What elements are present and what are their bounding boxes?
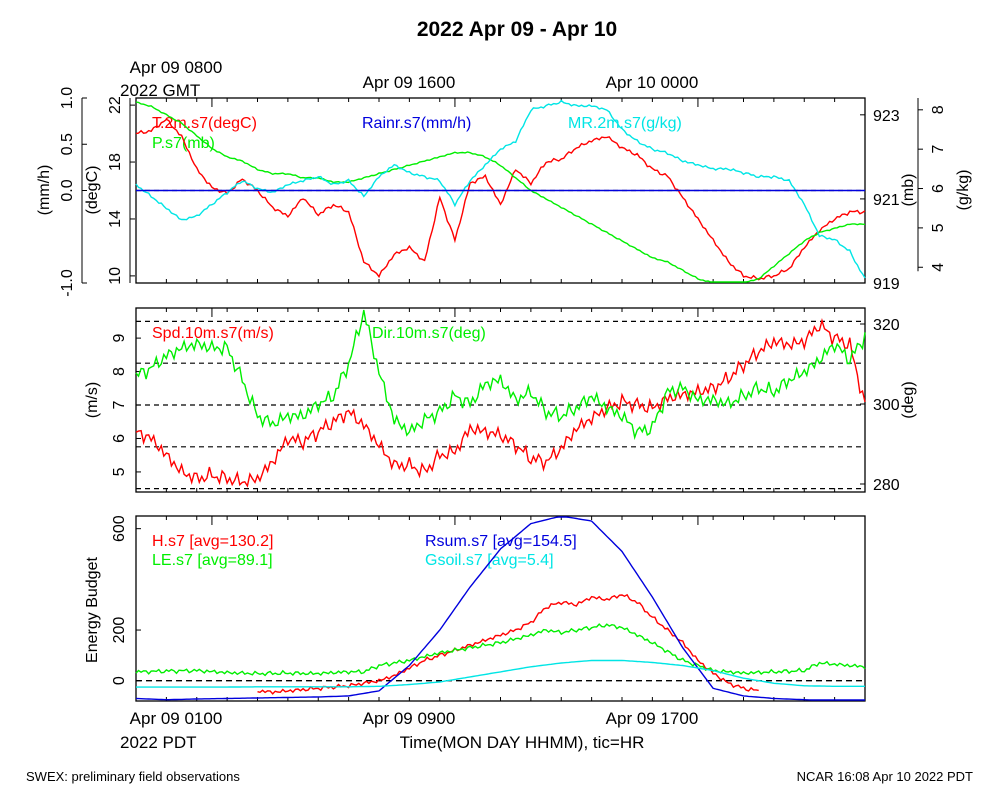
wind-speed-line <box>135 318 866 488</box>
legend-latent-heat-avg: [avg=89.1] <box>197 552 272 569</box>
chart-title: 2022 Apr 09 - Apr 10 <box>417 18 617 41</box>
tick-label-rain: 1.0 <box>59 87 76 109</box>
legend-pressure: P.s7(mb) <box>152 135 215 152</box>
axis-label-mixing-ratio: (g/kg) <box>955 170 972 211</box>
tick-label-spd: 5 <box>111 467 128 476</box>
top-axis-sublabel: 2022 GMT <box>120 81 200 100</box>
x-axis-title: Time(MON DAY HHMM), tic=HR <box>400 733 645 752</box>
bottom-axis-sublabel: 2022 PDT <box>120 733 197 752</box>
tick-label-temp: 10 <box>107 267 124 285</box>
axis-label-pres: (mb) <box>900 174 917 207</box>
tick-label-dir: 280 <box>873 477 900 494</box>
legend-rain-rate: Rainr.s7(mm/h) <box>362 115 471 132</box>
tick-label-dir: 300 <box>873 397 900 414</box>
tick-label-spd: 6 <box>111 434 128 443</box>
legend-soil-heat: Gsoil.s7 [avg=5.4] <box>425 552 554 569</box>
legend-sensible-heat-avg: [avg=130.2] <box>189 533 273 550</box>
tick-label-temp: 22 <box>107 96 124 114</box>
tick-label-rain: 0.0 <box>59 179 76 201</box>
tick-label-spd: 8 <box>111 367 128 376</box>
top-axis-label-2: Apr 10 0000 <box>606 73 699 92</box>
tick-label-mr: 6 <box>930 184 947 193</box>
legend-mixing-ratio: MR.2m.s7(g/kg) <box>568 115 682 132</box>
pressure-line <box>135 101 866 283</box>
bottom-axis-label-2: Apr 09 1700 <box>606 709 699 728</box>
tick-label-rain: 0.5 <box>59 133 76 155</box>
axis-label-energy: Energy Budget <box>84 557 101 663</box>
legend-temperature: T.2m.s7(degC) <box>152 115 257 132</box>
legend-latent-heat: LE.s7 [avg=89.1] <box>152 552 273 569</box>
tick-label-mr: 5 <box>930 223 947 232</box>
legend-net-radiation-avg: [avg=154.5] <box>493 533 577 550</box>
net-radiation-line <box>135 516 865 701</box>
legend-soil-heat-name: Gsoil.s7 <box>425 552 483 569</box>
legend-net-radiation: Rsum.s7 [avg=154.5] <box>425 533 577 550</box>
top-axis-label-0: Apr 09 0800 <box>130 58 223 77</box>
legend-sensible-heat-name: H.s7 <box>152 533 185 550</box>
wind-direction-line <box>135 309 866 441</box>
tick-label-energy: 600 <box>111 515 128 542</box>
tick-label-temp: 14 <box>107 210 124 228</box>
legend-wind-speed: Spd.10m.s7(m/s) <box>152 325 274 342</box>
tick-label-energy: 0 <box>111 676 128 685</box>
axis-label-direction: (deg) <box>900 381 917 418</box>
mixing-ratio-line <box>135 99 866 279</box>
legend-net-radiation-name: Rsum.s7 <box>425 533 488 550</box>
tick-label-pres: 923 <box>873 108 900 125</box>
tick-label-pres: 921 <box>873 192 900 209</box>
tick-label-mr: 8 <box>930 105 947 114</box>
sensible-heat-line <box>257 593 759 695</box>
axis-label-rain: (mm/h) <box>36 165 53 216</box>
tick-label-spd: 7 <box>111 400 128 409</box>
tick-label-energy: 200 <box>111 617 128 644</box>
tick-label-mr: 7 <box>930 145 947 154</box>
tick-label-rain: -1.0 <box>59 269 76 297</box>
legend-wind-direction: Dir.10m.s7(deg) <box>372 325 486 342</box>
legend-sensible-heat: H.s7 [avg=130.2] <box>152 533 273 550</box>
tick-label-mr: 4 <box>930 263 947 272</box>
legend-latent-heat-name: LE.s7 <box>152 552 193 569</box>
axis-label-speed: (m/s) <box>84 382 101 418</box>
axis-label-temp: (degC) <box>84 166 101 215</box>
footer-right: NCAR 16:08 Apr 10 2022 PDT <box>797 769 973 784</box>
footer-left: SWEX: preliminary field observations <box>26 769 240 784</box>
temperature-line <box>135 118 866 281</box>
tick-label-dir: 320 <box>873 317 900 334</box>
chart-marks: -1.0 0.0 0.5 1.0 10 14 18 22 919 921 923 4 5 6 7 8 5 6 7 8 9… <box>59 87 947 701</box>
tick-label-temp: 18 <box>107 153 124 171</box>
top-axis-label-1: Apr 09 1600 <box>363 73 456 92</box>
latent-heat-line <box>135 623 866 677</box>
soil-heat-line <box>136 659 865 688</box>
legend-soil-heat-avg: [avg=5.4] <box>487 552 553 569</box>
bottom-axis-label-1: Apr 09 0900 <box>363 709 456 728</box>
tick-label-pres: 919 <box>873 276 900 293</box>
tick-label-spd: 9 <box>111 334 128 343</box>
bottom-axis-label-0: Apr 09 0100 <box>130 709 223 728</box>
